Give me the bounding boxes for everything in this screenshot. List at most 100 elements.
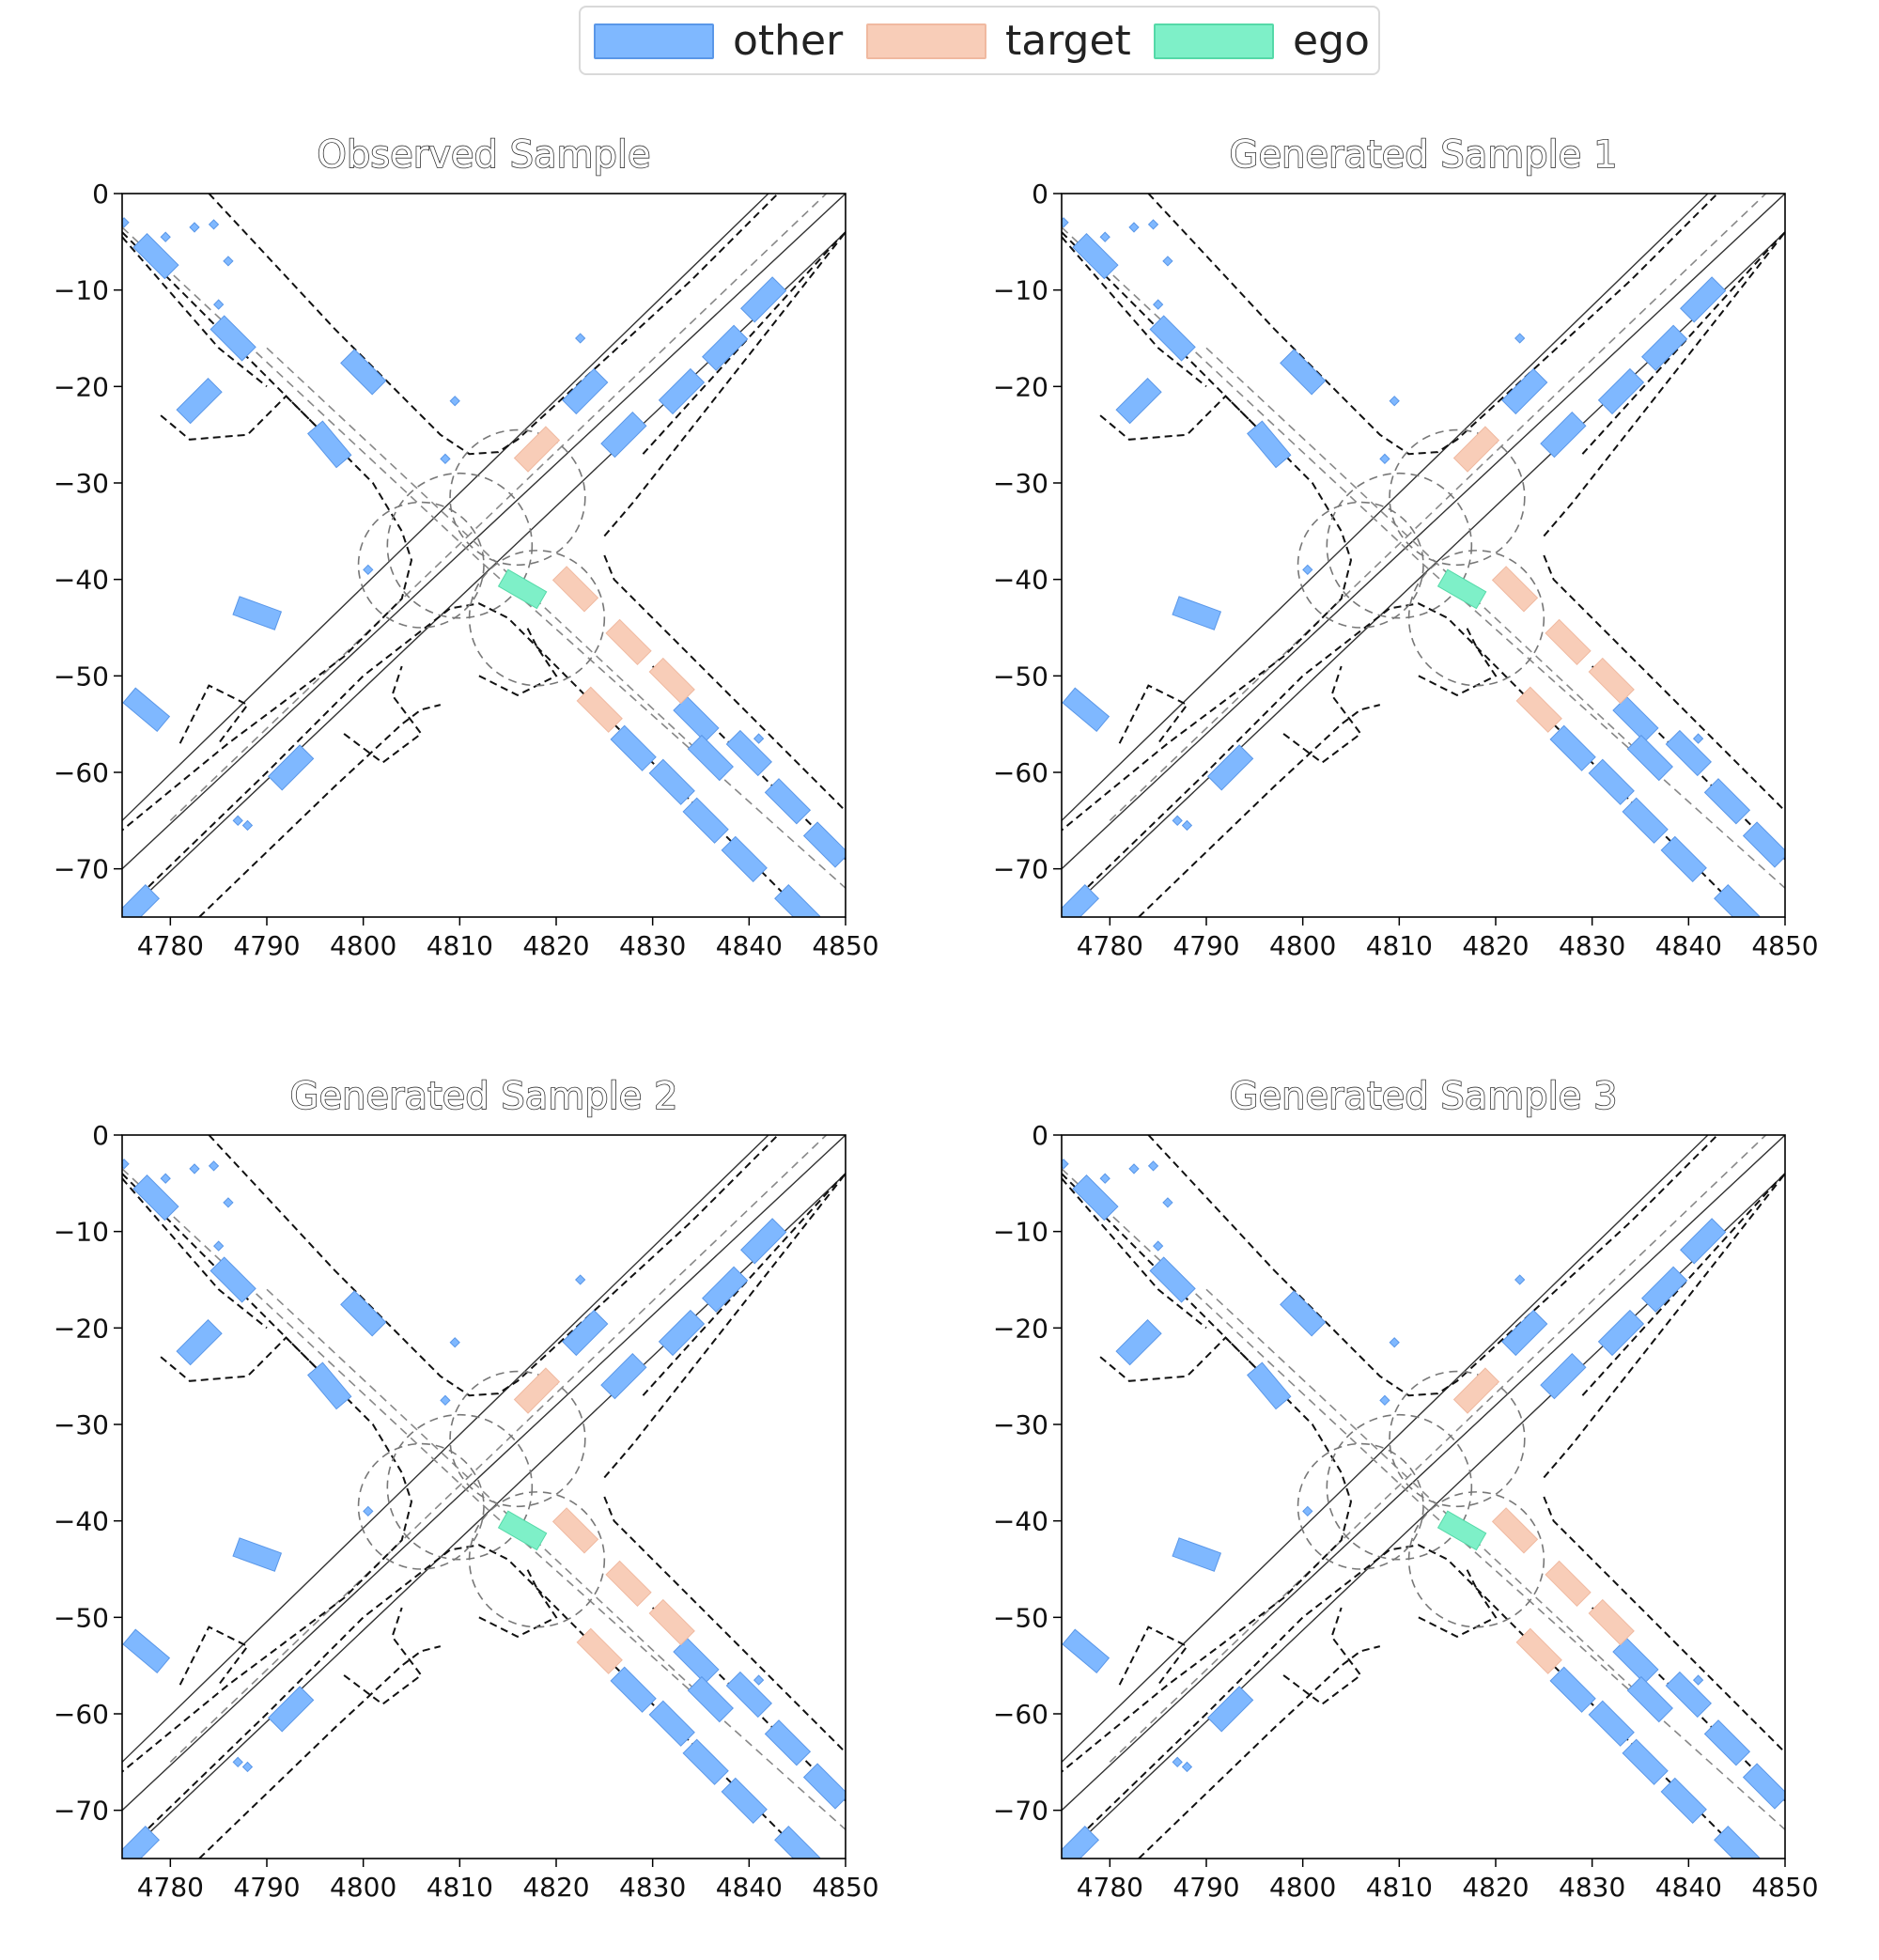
vehicle-target bbox=[1588, 1598, 1635, 1646]
x-tick-label: 4830 bbox=[1559, 930, 1625, 961]
legend: other target ego bbox=[579, 6, 1380, 75]
x-tick-label: 4830 bbox=[619, 930, 686, 961]
crosswalk-boundary bbox=[1282, 1607, 1362, 1705]
pedestrian-marker bbox=[1153, 1240, 1164, 1252]
x-tick-label: 4790 bbox=[1172, 1872, 1239, 1903]
vehicle-other bbox=[1549, 724, 1596, 771]
panel-title: Generated Sample 3 bbox=[1229, 1075, 1617, 1118]
x-tick-label: 4810 bbox=[427, 930, 493, 961]
x-tick-label: 4800 bbox=[1269, 930, 1336, 961]
x-tick-label: 4790 bbox=[233, 1872, 300, 1903]
x-tick-label: 4820 bbox=[522, 930, 589, 961]
x-tick-label: 4850 bbox=[812, 1872, 878, 1903]
lane-centerline bbox=[266, 1288, 711, 1705]
crosswalk-boundary bbox=[160, 1336, 326, 1382]
pedestrian-marker bbox=[1153, 299, 1164, 310]
y-tick-label: −40 bbox=[54, 565, 109, 596]
pedestrian-marker bbox=[1172, 1756, 1183, 1767]
vehicle-other bbox=[1207, 1686, 1254, 1733]
vehicle-other bbox=[1680, 1218, 1727, 1265]
road-boundary bbox=[122, 236, 268, 388]
vehicle-target bbox=[513, 426, 561, 473]
pedestrian-marker bbox=[223, 1197, 234, 1208]
turn-arc bbox=[449, 1370, 586, 1508]
vehicle-other bbox=[1280, 349, 1327, 396]
road-boundary bbox=[1062, 1177, 1207, 1330]
road-boundary bbox=[1138, 704, 1381, 917]
panel-observed-sample: Observed Sample 4780 4790 4800 4810 4820 4830… bbox=[54, 132, 879, 961]
plot-area bbox=[1062, 1135, 1785, 1859]
vehicle-other bbox=[802, 1763, 846, 1810]
road-boundary bbox=[1062, 236, 1207, 388]
vehicle-other bbox=[1588, 1700, 1635, 1747]
vehicle-other bbox=[648, 758, 695, 805]
y-tick-label: −40 bbox=[54, 1506, 109, 1537]
pedestrian-marker bbox=[1181, 1761, 1193, 1773]
vehicle-other bbox=[268, 1686, 315, 1733]
x-tick-label: 4830 bbox=[619, 1872, 686, 1903]
y-tick-label: −30 bbox=[54, 1409, 109, 1440]
road-boundary bbox=[651, 1607, 846, 1802]
road-boundary bbox=[1543, 1496, 1785, 1753]
pedestrian-marker bbox=[449, 1337, 460, 1348]
vehicle-other bbox=[1703, 778, 1751, 825]
vehicle-other bbox=[1149, 315, 1196, 362]
panel-title: Generated Sample 1 bbox=[1229, 133, 1617, 177]
pedestrian-marker bbox=[363, 1505, 374, 1517]
x-tick-label: 4810 bbox=[1366, 930, 1433, 961]
pedestrian-marker bbox=[232, 815, 243, 826]
vehicle-target bbox=[551, 566, 599, 613]
pedestrian-marker bbox=[1379, 1394, 1390, 1406]
vehicle-other bbox=[725, 1671, 772, 1719]
panel-title: Observed Sample bbox=[317, 133, 650, 177]
vehicle-other bbox=[1072, 1174, 1119, 1221]
pedestrian-marker bbox=[122, 1159, 130, 1170]
road-boundary bbox=[1147, 194, 1718, 456]
road-boundary bbox=[208, 1135, 779, 1397]
turn-arc bbox=[357, 1442, 485, 1570]
vehicle-other bbox=[1172, 596, 1222, 630]
turn-arc bbox=[468, 1491, 606, 1628]
vehicle-target bbox=[1515, 686, 1562, 733]
vehicle-other bbox=[1149, 1256, 1196, 1303]
vehicle-other bbox=[1115, 1319, 1162, 1366]
pedestrian-marker bbox=[1514, 1274, 1526, 1285]
pedestrian-marker bbox=[232, 1756, 243, 1767]
lane-line bbox=[122, 194, 846, 870]
vehicle-other bbox=[682, 797, 729, 844]
x-tick-label: 4810 bbox=[427, 1872, 493, 1903]
vehicle-ego bbox=[1436, 1510, 1487, 1551]
vehicle-other bbox=[648, 1700, 695, 1747]
x-tick-label: 4780 bbox=[137, 930, 204, 961]
pedestrian-marker bbox=[575, 333, 586, 344]
legend-label-target: target bbox=[1005, 17, 1131, 65]
vehicle-other bbox=[1714, 884, 1761, 917]
y-tick-label: −60 bbox=[993, 1699, 1048, 1730]
turn-arc bbox=[1407, 1491, 1545, 1628]
turn-arc bbox=[1326, 472, 1473, 619]
vehicle-other bbox=[1062, 1628, 1110, 1673]
vehicle-other bbox=[1540, 412, 1587, 459]
vehicle-other bbox=[132, 1174, 179, 1221]
vehicle-other bbox=[562, 367, 609, 415]
y-tick-label: −40 bbox=[993, 565, 1048, 596]
vehicle-target bbox=[1452, 426, 1500, 473]
vehicle-other bbox=[268, 744, 315, 791]
y-tick-label: −10 bbox=[54, 275, 109, 306]
legend-item-other: other bbox=[594, 21, 843, 62]
vehicle-other bbox=[1714, 1826, 1761, 1859]
y-tick-label: −10 bbox=[54, 1217, 109, 1248]
vehicle-target bbox=[1588, 657, 1635, 705]
crosswalk-boundary bbox=[160, 395, 326, 441]
pedestrian-marker bbox=[1128, 222, 1140, 233]
crosswalk-boundary bbox=[1282, 665, 1362, 764]
y-tick-label: −40 bbox=[993, 1506, 1048, 1537]
y-tick-label: −30 bbox=[993, 468, 1048, 499]
road-boundary bbox=[651, 665, 846, 861]
turn-arc bbox=[1326, 1413, 1473, 1561]
road-boundary bbox=[122, 1173, 413, 1773]
road-boundary bbox=[642, 231, 846, 455]
x-tick-label: 4820 bbox=[522, 1872, 589, 1903]
pedestrian-marker bbox=[1147, 1160, 1159, 1172]
